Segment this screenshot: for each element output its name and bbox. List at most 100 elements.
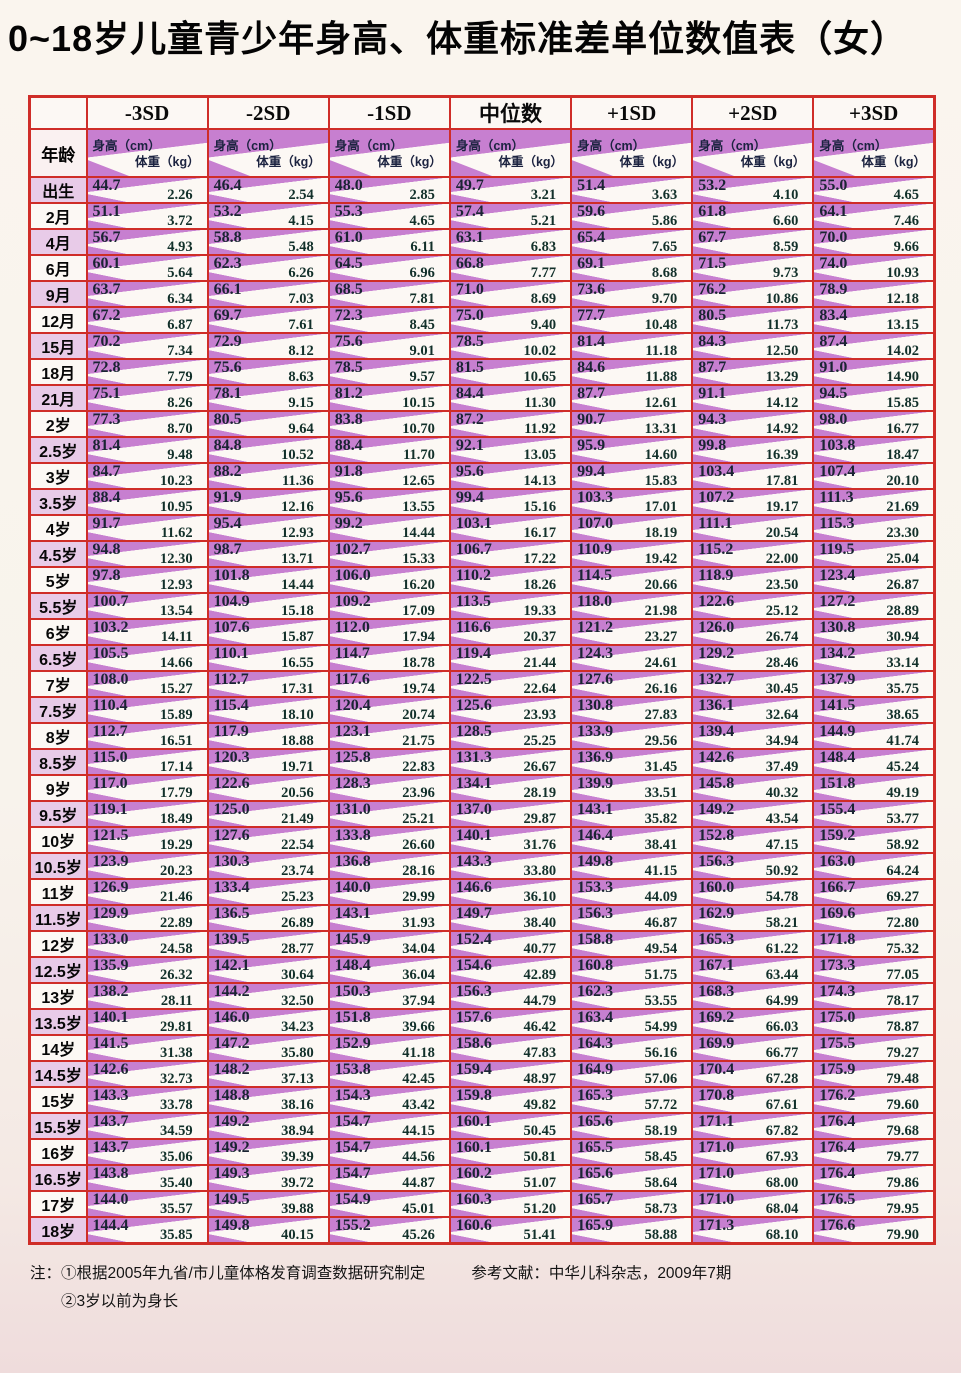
weight-value: 40.77: [523, 941, 557, 957]
data-cell: 141.5 31.38: [85, 1034, 209, 1062]
height-value: 148.8: [213, 1087, 250, 1104]
footnotes: 注：①根据2005年九省/市儿童体格发育调查数据研究制定 参考文献：中华儿科杂志，…: [30, 1261, 961, 1311]
height-value: 87.7: [577, 385, 606, 402]
data-cell: 167.1 63.44: [691, 956, 815, 984]
data-cell: 114.5 20.66: [570, 566, 694, 594]
height-value: 71.0: [455, 281, 484, 298]
age-cell: 7.5岁: [28, 696, 88, 724]
weight-value: 4.93: [167, 239, 193, 255]
height-value: 152.9: [334, 1035, 371, 1052]
data-cell: 159.8 49.82: [448, 1086, 573, 1114]
weight-value: 17.94: [402, 629, 435, 645]
weight-value: 57.72: [644, 1097, 678, 1113]
data-cell: 107.0 18.19: [570, 514, 694, 542]
height-value: 145.9: [334, 931, 371, 948]
weight-value: 6.96: [409, 265, 435, 281]
data-cell: 154.7 44.87: [327, 1164, 451, 1192]
weight-value: 23.96: [402, 785, 435, 801]
weight-value: 13.15: [886, 317, 919, 333]
data-cell: 144.9 41.74: [812, 722, 936, 750]
table-row: 10.5岁 123.9 20.23 130.3 23.74 136.8 28.16 143.3…: [28, 852, 936, 880]
weight-value: 42.45: [402, 1071, 435, 1087]
data-cell: 111.3 21.69: [812, 488, 936, 516]
height-value: 55.3: [334, 203, 363, 220]
data-cell: 149.8 40.15: [206, 1216, 330, 1245]
height-value: 66.1: [213, 281, 242, 298]
weight-value: 28.19: [523, 785, 557, 801]
weight-value: 11.70: [403, 447, 435, 463]
weight-value: 23.50: [765, 577, 799, 593]
table-row: 4月 56.7 4.93 58.8 5.48 61.0 6.11 63.1 6.83 65.4 7.…: [28, 228, 936, 256]
height-value: 114.7: [334, 645, 370, 662]
weight-value: 2.85: [409, 187, 435, 203]
data-cell: 58.8 5.48: [206, 228, 330, 256]
weight-value: 68.04: [765, 1201, 799, 1217]
weight-value: 18.19: [644, 525, 678, 541]
age-cell: 4岁: [28, 514, 88, 542]
weight-value: 31.38: [160, 1045, 193, 1061]
data-cell: 107.2 19.17: [691, 488, 815, 516]
weight-value: 58.21: [765, 915, 799, 931]
weight-value: 19.29: [160, 837, 193, 853]
weight-value: 26.67: [523, 759, 557, 775]
weight-value: 56.16: [644, 1045, 678, 1061]
weight-value: 79.95: [886, 1201, 919, 1217]
data-cell: 147.2 35.80: [206, 1034, 330, 1062]
height-value: 68.5: [334, 281, 363, 298]
height-value: 70.2: [92, 333, 121, 350]
weight-value: 6.87: [167, 317, 193, 333]
note-item-1: ①根据2005年九省/市儿童体格发育调查数据研究制定: [61, 1265, 426, 1282]
weight-unit-label: 体重（kg）: [861, 155, 926, 169]
height-value: 99.2: [334, 515, 363, 532]
height-value: 140.0: [334, 879, 371, 896]
age-cell: 8岁: [28, 722, 88, 750]
weight-value: 18.49: [160, 811, 193, 827]
age-cell: 5.5岁: [28, 592, 88, 620]
weight-value: 75.32: [886, 941, 919, 957]
weight-value: 10.65: [523, 369, 557, 385]
height-value: 117.6: [334, 671, 370, 688]
data-cell: 100.7 13.54: [85, 592, 209, 620]
height-value: 156.3: [698, 853, 735, 870]
unit-header-cell: 身高（cm） 体重（kg）: [570, 128, 694, 178]
height-value: 115.3: [819, 515, 855, 532]
data-cell: 134.1 28.19: [448, 774, 573, 802]
weight-value: 26.60: [402, 837, 435, 853]
data-cell: 160.8 51.75: [570, 956, 694, 984]
weight-value: 12.61: [644, 395, 678, 411]
age-cell: 4.5岁: [28, 540, 88, 568]
height-value: 95.9: [577, 437, 606, 454]
weight-value: 6.11: [410, 239, 435, 255]
table-row: 14岁 141.5 31.38 147.2 35.80 152.9 41.18 158.6 47…: [28, 1034, 936, 1062]
sd-column-header: +2SD: [691, 95, 815, 130]
weight-value: 19.71: [281, 759, 314, 775]
height-value: 156.3: [577, 905, 614, 922]
weight-value: 24.61: [644, 655, 678, 671]
weight-value: 8.59: [772, 239, 799, 255]
data-cell: 106.0 16.20: [327, 566, 451, 594]
height-value: 171.3: [698, 1217, 735, 1234]
height-value: 110.4: [92, 697, 128, 714]
weight-value: 44.09: [644, 889, 678, 905]
table-row: 9岁 117.0 17.79 122.6 20.56 128.3 23.96 134.1 28.…: [28, 774, 936, 802]
height-value: 95.6: [334, 489, 363, 506]
weight-value: 25.21: [402, 811, 435, 827]
data-cell: 117.9 18.88: [206, 722, 330, 750]
data-cell: 84.6 11.88: [570, 358, 694, 386]
height-value: 53.2: [213, 203, 242, 220]
data-cell: 131.3 26.67: [448, 748, 573, 776]
table-row: 9.5岁 119.1 18.49 125.0 21.49 131.0 25.21 137.0 2…: [28, 800, 936, 828]
weight-value: 47.15: [765, 837, 799, 853]
age-cell: 6.5岁: [28, 644, 88, 672]
height-value: 122.6: [698, 593, 735, 610]
data-cell: 99.8 16.39: [691, 436, 815, 464]
data-cell: 146.4 38.41: [570, 826, 694, 854]
data-cell: 127.2 28.89: [812, 592, 936, 620]
data-cell: 112.0 17.94: [327, 618, 451, 646]
unit-header-cell: 身高（cm） 体重（kg）: [691, 128, 815, 178]
weight-value: 26.74: [765, 629, 799, 645]
weight-value: 23.27: [644, 629, 678, 645]
weight-value: 5.21: [530, 213, 557, 229]
weight-value: 12.93: [281, 525, 314, 541]
height-value: 130.3: [213, 853, 250, 870]
